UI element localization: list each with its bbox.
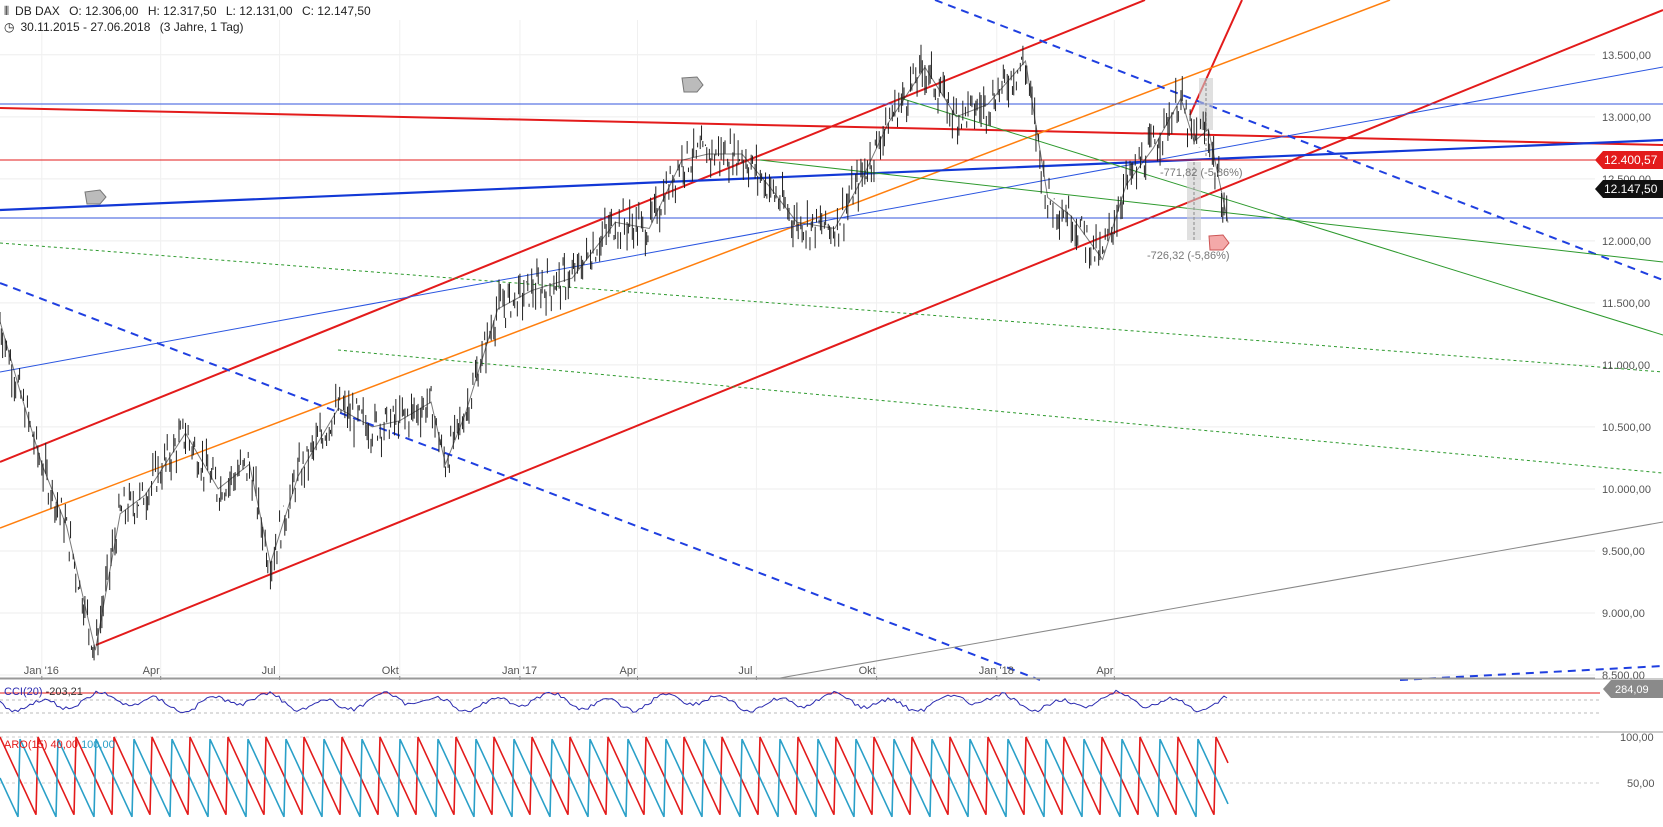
trend-lines xyxy=(0,0,1663,681)
price-tag-red-level: 12.400,57 xyxy=(1595,151,1663,169)
chart-header: ⫴ DB DAX O: 12.306,00 H: 12.317,50 L: 12.… xyxy=(4,4,377,19)
clock-icon: ◷ xyxy=(4,20,15,34)
symbol-name: DB DAX xyxy=(15,4,60,18)
y-tick-label: 13.000,00 xyxy=(1602,112,1651,124)
last-price-value: 12.147,50 xyxy=(1604,182,1658,196)
x-tick-label: Apr xyxy=(1096,665,1113,677)
blue-support-line xyxy=(0,138,1663,212)
x-tick-label: Apr xyxy=(620,665,637,677)
blue-dashed-down-line-upper xyxy=(934,0,1663,281)
x-tick-label: Jan '16 xyxy=(24,665,59,677)
price-axis: 13.500,0013.000,0012.500,0012.000,0011.5… xyxy=(1602,50,1651,682)
price-series xyxy=(0,44,1229,661)
chart-range: ◷ 30.11.2015 - 27.06.2018 (3 Jahre, 1 Tag… xyxy=(4,20,250,34)
cci-label: CCI(20) xyxy=(4,686,43,698)
cci-path xyxy=(0,689,1228,714)
bars-icon: ⫴ xyxy=(4,4,10,18)
x-tick-label: Jul xyxy=(262,665,276,677)
red-level-value: 12.400,57 xyxy=(1604,153,1658,167)
green-dashed-upper-line xyxy=(0,242,1663,373)
blue-thin-rising-line xyxy=(0,66,1663,373)
time-axis: Jan '16 Apr Jul Okt Jan '17 Apr Jul Okt Jan '18 A… xyxy=(0,665,1595,680)
green-upper-line xyxy=(759,159,1663,263)
x-tick-label: Jan '17 xyxy=(502,665,537,677)
price-tag-last: 12.147,50 xyxy=(1595,180,1663,198)
y-tick-label: 9.000,00 xyxy=(1602,608,1645,620)
cci-line xyxy=(0,689,1228,714)
gray-arrow-marker-2 xyxy=(681,76,704,93)
y-tick-label: 11.500,00 xyxy=(1602,298,1650,310)
x-tick-label: Okt xyxy=(859,665,876,677)
y-tick-label: 9.500,00 xyxy=(1602,546,1645,558)
x-tick-label: Okt xyxy=(382,665,399,677)
y-tick-label: 11.000,00 xyxy=(1602,360,1650,372)
aroon-lines xyxy=(0,736,1229,818)
red-steep-line xyxy=(1189,0,1243,116)
aroon-tick-50: 50,00 xyxy=(1627,778,1655,790)
aroon-tick-100: 100,00 xyxy=(1620,732,1654,744)
orange-trend-line xyxy=(0,0,1391,529)
aroon-legend: ARO(15) 40,00 100,00 xyxy=(4,739,115,751)
measure-bar-2 xyxy=(1187,162,1201,240)
y-tick-label: 10.000,00 xyxy=(1602,484,1651,496)
cci-tag: 284,09 xyxy=(1603,680,1663,698)
drop-annotation-1: -771,82 (-5,86%) xyxy=(1160,167,1243,179)
date-range: 30.11.2015 - 27.06.2018 xyxy=(20,20,151,34)
cci-value: -203,21 xyxy=(45,686,83,698)
open-value: O: 12.306,00 xyxy=(69,4,139,18)
aroon-up-line xyxy=(0,736,1229,816)
aroon-value-2: 100,00 xyxy=(81,739,115,751)
cci-legend: CCI(20) -203,21 xyxy=(4,686,83,698)
x-tick-label: Apr xyxy=(143,665,160,677)
y-tick-label: 13.500,00 xyxy=(1602,50,1651,62)
red-horizontal-trend-line xyxy=(0,107,1663,146)
x-tick-label: Jul xyxy=(738,665,752,677)
y-tick-label: 12.000,00 xyxy=(1602,236,1651,248)
aroon-value-1: 40,00 xyxy=(50,739,78,751)
gray-trend-line xyxy=(779,521,1663,679)
price-close-line xyxy=(0,59,1229,651)
gray-arrow-marker-1 xyxy=(84,189,107,205)
drop-annotation-2: -726,32 (-5,86%) xyxy=(1147,250,1230,262)
cci-max-value: 284,09 xyxy=(1615,684,1649,696)
high-value: H: 12.317,50 xyxy=(147,4,217,18)
aroon-down-line xyxy=(0,738,1229,818)
x-tick-label: Jan '18 xyxy=(979,665,1014,677)
red-channel-lower-line xyxy=(95,9,1663,646)
period: (3 Jahre, 1 Tag) xyxy=(159,20,244,34)
green-lower-line xyxy=(899,97,1663,336)
close-value: C: 12.147,50 xyxy=(301,4,371,18)
red-channel-upper-line xyxy=(0,0,1146,463)
y-tick-label: 10.500,00 xyxy=(1602,422,1651,434)
blue-dashed-down-line-lower xyxy=(0,282,1041,681)
red-arrow-marker xyxy=(1208,234,1230,251)
aroon-label: ARO(15) xyxy=(4,739,48,751)
low-value: L: 12.131,00 xyxy=(225,4,293,18)
